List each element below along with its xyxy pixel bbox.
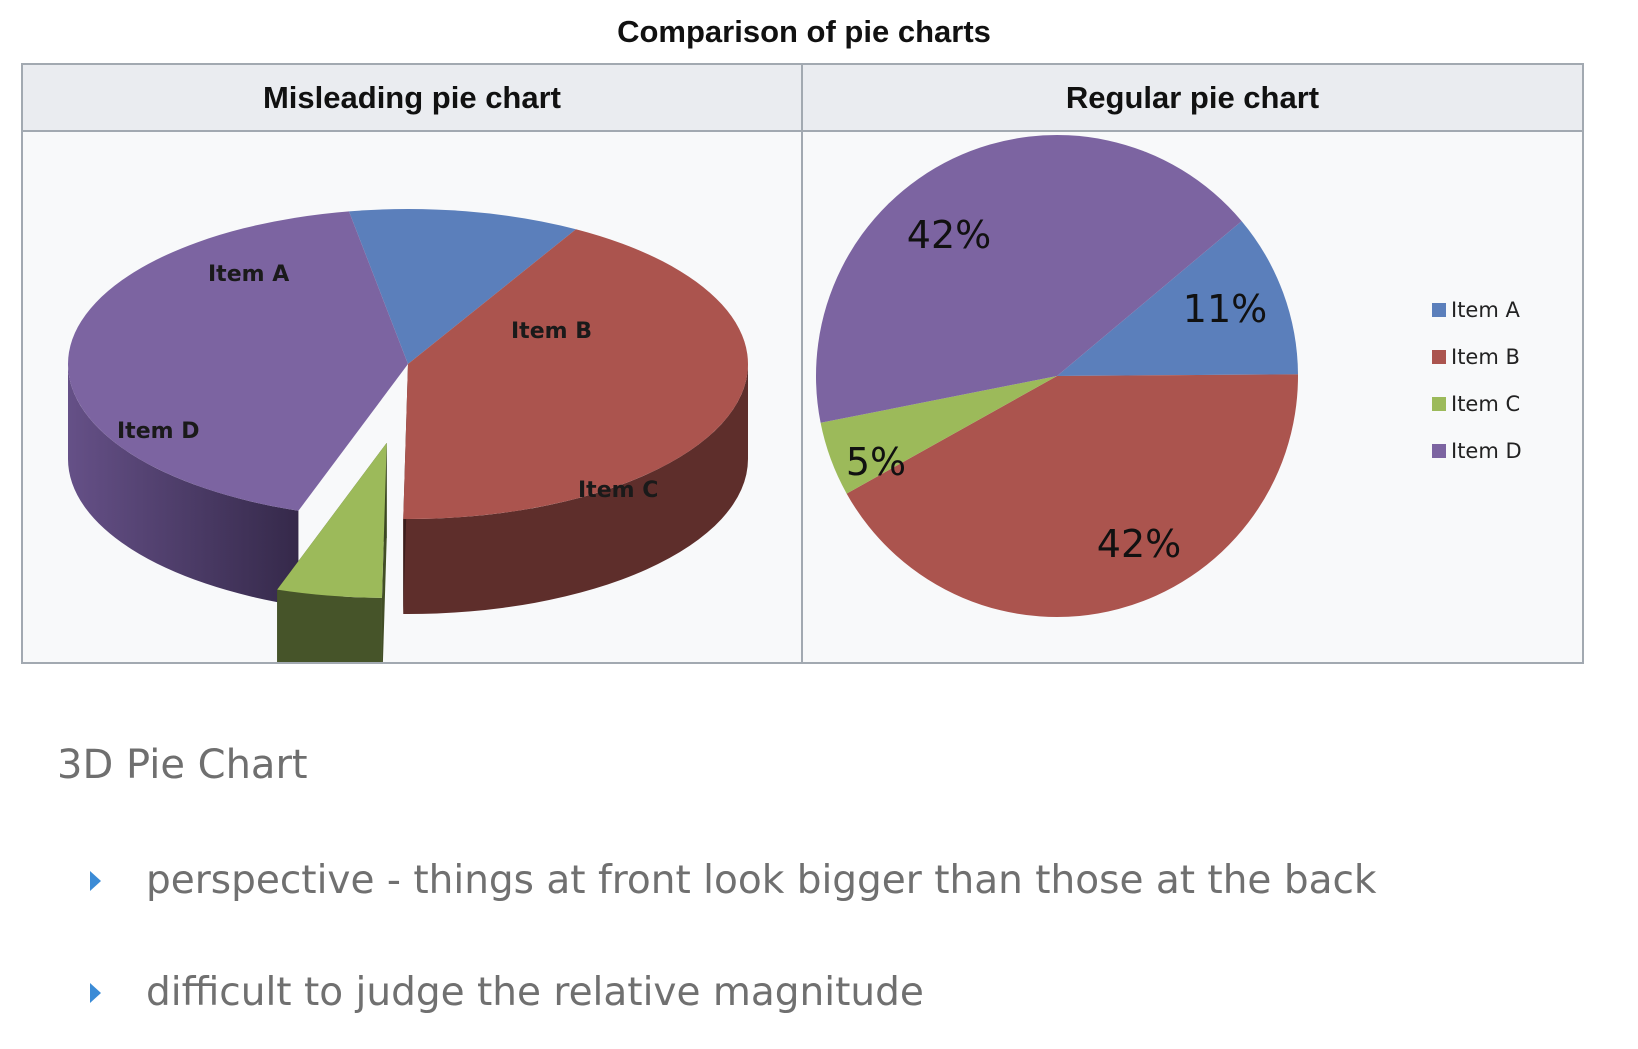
figure-title: Comparison of pie charts: [617, 14, 991, 49]
pie2d-slice-item-b: [846, 374, 1298, 618]
pie3d-side-item-b: [403, 364, 749, 614]
legend-label-item-d: Item D: [1451, 439, 1522, 463]
pie3d-top-item-c: [277, 442, 387, 598]
pie2d-slice-item-d: [816, 135, 1242, 423]
pie2d-label-item-a: 11%: [1183, 287, 1267, 331]
pie3d-side-item-d: [68, 364, 299, 606]
misleading-chart-header: Misleading pie chart: [23, 65, 801, 132]
pie3d-label-item-c: Item C: [578, 478, 658, 503]
legend-swatch-item-a: [1432, 303, 1446, 317]
legend-swatch-item-d: [1432, 444, 1446, 458]
legend-label-item-a: Item A: [1451, 298, 1520, 322]
pie2d-slice-item-c: [820, 376, 1057, 494]
pie2d-legend: Item A Item B Item C Item D: [1432, 298, 1522, 463]
bullet-marker-icon: [90, 982, 101, 1003]
pie2d-label-item-d: 42%: [907, 213, 991, 257]
legend-swatch-item-c: [1432, 397, 1446, 411]
bullet-item: difficult to judge the relative magnitud…: [90, 970, 924, 1015]
pie2d-label-item-c: 5%: [846, 440, 906, 484]
legend-swatch-item-b: [1432, 350, 1446, 364]
pie3d-side-item-c: [277, 589, 382, 662]
bullet-text: perspective - things at front look bigge…: [146, 858, 1377, 903]
bullet-text: difficult to judge the relative magnitud…: [146, 970, 924, 1015]
pie3d-top-item-d: [68, 211, 408, 511]
section-heading: 3D Pie Chart: [57, 742, 308, 788]
legend-label-item-b: Item B: [1451, 345, 1520, 369]
pie2d-slice-item-a: [1057, 221, 1298, 376]
column-divider: [801, 65, 803, 662]
pie3d-label-item-d: Item D: [117, 419, 199, 444]
regular-pie-chart: 11% 42% 5% 42% Item A Item B Item C Item…: [816, 135, 1522, 618]
bullet-marker-icon: [90, 870, 101, 891]
pie3d-label-item-a: Item A: [208, 262, 289, 287]
pie2d-label-item-b: 42%: [1097, 522, 1181, 566]
pie3d-label-item-b: Item B: [511, 319, 592, 344]
misleading-pie-chart: Item A Item B Item C Item D: [68, 209, 749, 662]
bullet-item: perspective - things at front look bigge…: [90, 858, 1377, 903]
pie3d-top-item-b: [403, 229, 748, 520]
regular-chart-header: Regular pie chart: [803, 65, 1582, 132]
legend-label-item-c: Item C: [1451, 392, 1520, 416]
comparison-table: Misleading pie chart Regular pie chart I…: [21, 63, 1584, 664]
pie3d-top-item-a: [348, 209, 576, 364]
